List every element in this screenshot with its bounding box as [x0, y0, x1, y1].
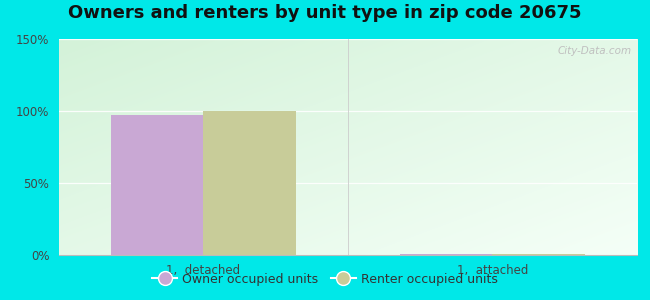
Text: City-Data.com: City-Data.com	[557, 46, 631, 56]
Bar	[493, 254, 585, 255]
Bar	[111, 115, 203, 255]
Bar	[203, 111, 296, 255]
Bar	[400, 254, 493, 255]
Text: Owners and renters by unit type in zip code 20675: Owners and renters by unit type in zip c…	[68, 4, 582, 22]
Legend: Owner occupied units, Renter occupied units: Owner occupied units, Renter occupied un…	[148, 268, 502, 291]
